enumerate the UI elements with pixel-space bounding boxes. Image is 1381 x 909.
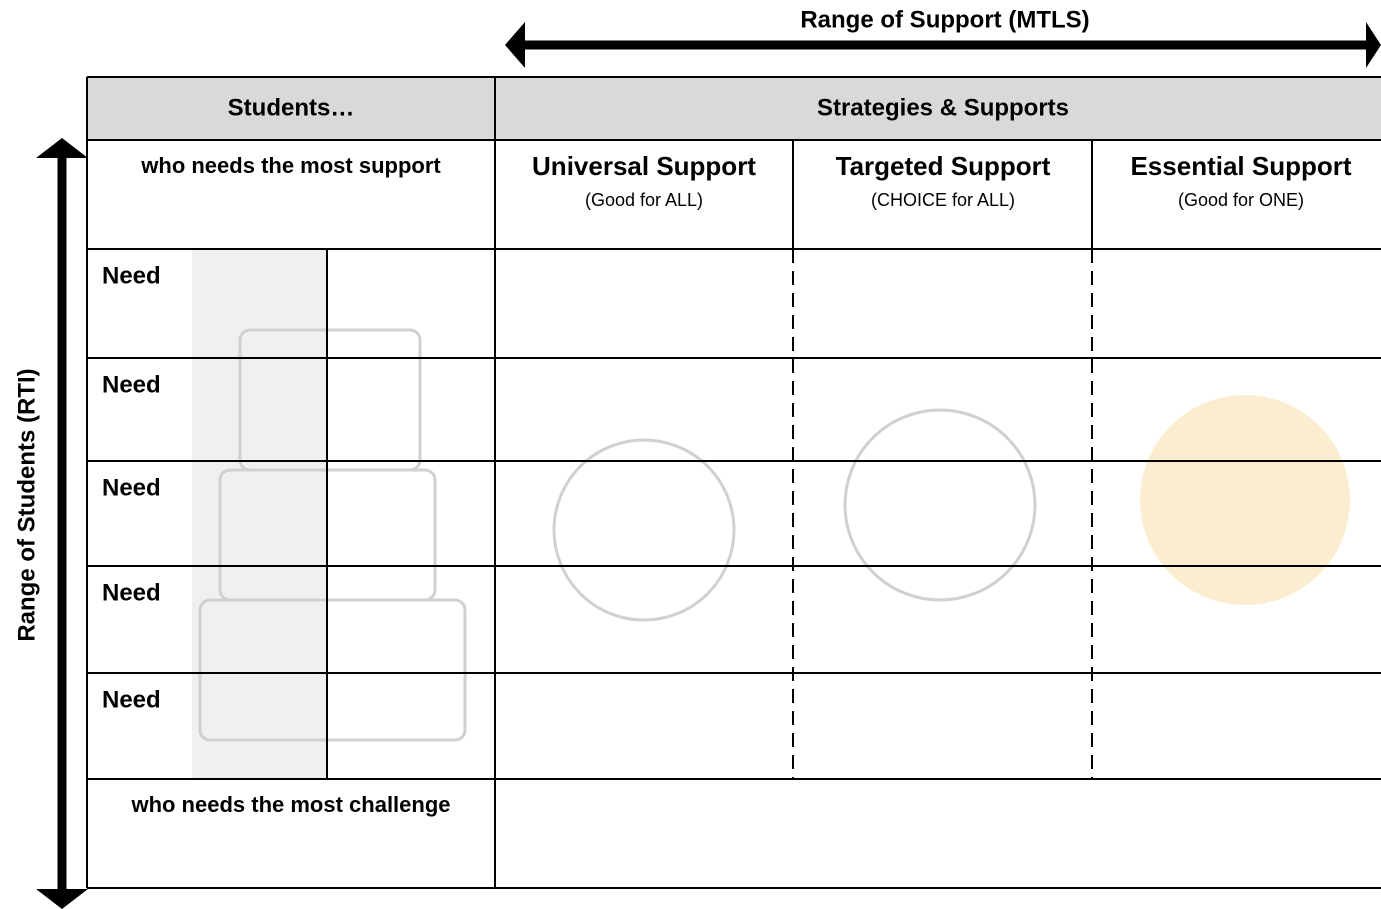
column-title: Targeted Support [836, 151, 1051, 181]
need-label: Need [102, 474, 161, 501]
shaded-area [192, 249, 327, 779]
row-label: who needs the most challenge [130, 792, 450, 817]
top-label: Range of Support (MTLS) [800, 6, 1089, 33]
head-cell: Strategies & Supports [817, 94, 1069, 121]
column-subtitle: (CHOICE for ALL) [871, 190, 1015, 210]
column-subtitle: (Good for ONE) [1178, 190, 1304, 210]
need-label: Need [102, 262, 161, 289]
emoji-face [1140, 395, 1350, 605]
column-subtitle: (Good for ALL) [585, 190, 703, 210]
column-title: Universal Support [532, 151, 756, 181]
header-fill [87, 77, 1381, 140]
need-label: Need [102, 579, 161, 606]
vertical-arrow [36, 138, 88, 909]
table-lines [86, 76, 1381, 889]
side-label: Range of Students (RTI) [13, 368, 40, 641]
head-cell: Students… [228, 94, 355, 121]
need-label: Need [102, 686, 161, 713]
column-title: Essential Support [1130, 151, 1351, 181]
need-label: Need [102, 371, 161, 398]
horizontal-arrow [505, 22, 1381, 68]
row-label: who needs the most support [140, 153, 441, 178]
